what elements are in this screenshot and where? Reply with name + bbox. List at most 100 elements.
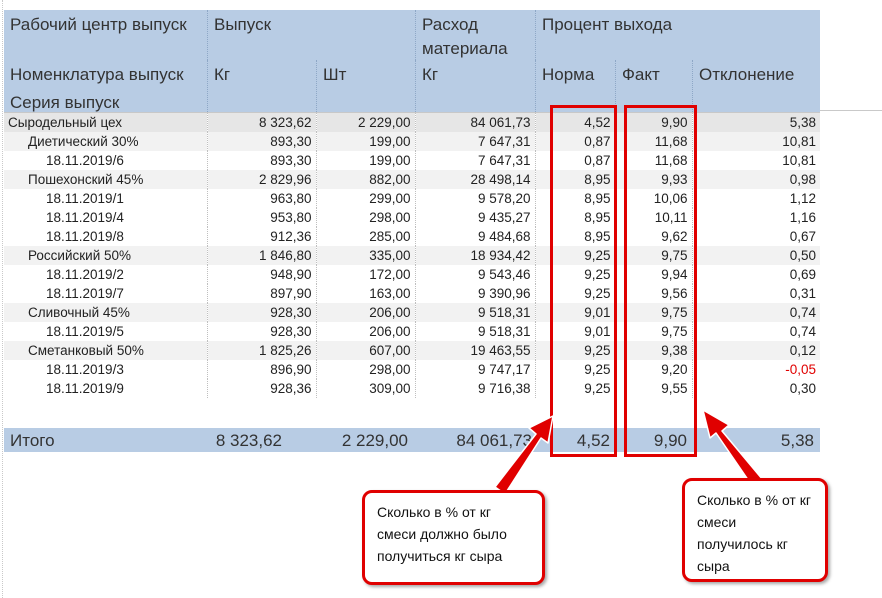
row-material[interactable]: 9 747,17 (414, 360, 535, 379)
row-kg[interactable]: 893,30 (206, 132, 316, 151)
row-fact[interactable]: 9,93 (614, 170, 692, 189)
row-material[interactable]: 9 716,38 (414, 379, 535, 398)
row-fact[interactable]: 9,94 (614, 265, 692, 284)
header-fact[interactable]: Факт (615, 60, 692, 112)
row-name[interactable]: Пошехонский 45% (4, 170, 207, 189)
row-pcs[interactable]: 206,00 (315, 322, 415, 341)
row-material[interactable]: 9 543,46 (414, 265, 535, 284)
table-row[interactable]: Пошехонский 45% 2 829,96 882,00 28 498,14 8,… (4, 170, 820, 189)
row-deviation[interactable]: 5,38 (691, 112, 820, 132)
table-row[interactable]: Российский 50% 1 846,80 335,00 18 934,42 9,2… (4, 246, 820, 265)
row-fact[interactable]: 10,06 (614, 189, 692, 208)
row-fact[interactable]: 9,75 (614, 246, 692, 265)
row-pcs[interactable]: 335,00 (315, 246, 415, 265)
row-fact[interactable]: 9,75 (614, 303, 692, 322)
row-norm[interactable]: 9,25 (534, 284, 615, 303)
row-pcs[interactable]: 298,00 (315, 360, 415, 379)
row-fact[interactable]: 9,55 (614, 379, 692, 398)
header-series[interactable]: Серия выпуск (4, 88, 207, 112)
row-deviation[interactable]: 1,12 (691, 189, 820, 208)
row-kg[interactable]: 897,90 (206, 284, 316, 303)
row-norm[interactable]: 9,25 (534, 246, 615, 265)
table-row[interactable]: 18.11.2019/7 897,90 163,00 9 390,96 9,25 9,56… (4, 284, 820, 303)
row-pcs[interactable]: 2 229,00 (315, 112, 415, 132)
row-deviation[interactable]: 1,16 (691, 208, 820, 227)
row-deviation[interactable]: 0,98 (691, 170, 820, 189)
table-row[interactable]: 18.11.2019/6 893,30 199,00 7 647,31 0,87 11,6… (4, 151, 820, 170)
table-row[interactable]: Диетический 30% 893,30 199,00 7 647,31 0,87 1… (4, 132, 820, 151)
row-kg[interactable]: 963,80 (206, 189, 316, 208)
row-fact[interactable]: 11,68 (614, 132, 692, 151)
table-row[interactable]: 18.11.2019/5 928,30 206,00 9 518,31 9,01 9,75… (4, 322, 820, 341)
row-norm[interactable]: 9,25 (534, 379, 615, 398)
row-fact[interactable]: 9,38 (614, 341, 692, 360)
row-pcs[interactable]: 309,00 (315, 379, 415, 398)
row-kg[interactable]: 948,90 (206, 265, 316, 284)
row-kg[interactable]: 893,30 (206, 151, 316, 170)
row-norm[interactable]: 9,01 (534, 303, 615, 322)
row-kg[interactable]: 1 825,26 (206, 341, 316, 360)
row-kg[interactable]: 953,80 (206, 208, 316, 227)
row-norm[interactable]: 8,95 (534, 189, 615, 208)
row-pcs[interactable]: 163,00 (315, 284, 415, 303)
row-material[interactable]: 84 061,73 (414, 112, 535, 132)
row-norm[interactable]: 0,87 (534, 132, 615, 151)
row-deviation[interactable]: 0,30 (691, 379, 820, 398)
header-material-kg[interactable]: Кг (415, 60, 535, 112)
header-nomenclature[interactable]: Номенклатура выпуск (4, 60, 207, 88)
row-name[interactable]: 18.11.2019/8 (4, 227, 207, 246)
row-deviation[interactable]: 0,74 (691, 322, 820, 341)
row-norm[interactable]: 0,87 (534, 151, 615, 170)
row-name[interactable]: 18.11.2019/7 (4, 284, 207, 303)
row-deviation[interactable]: -0,05 (691, 360, 820, 379)
row-material[interactable]: 9 518,31 (414, 303, 535, 322)
table-row[interactable]: 18.11.2019/2 948,90 172,00 9 543,46 9,25 9,94… (4, 265, 820, 284)
row-norm[interactable]: 8,95 (534, 208, 615, 227)
row-name[interactable]: Сметанковый 50% (4, 341, 207, 360)
row-material[interactable]: 7 647,31 (414, 151, 535, 170)
header-output[interactable]: Выпуск (207, 10, 415, 60)
header-yield[interactable]: Процент выхода (535, 10, 820, 60)
table-row[interactable]: Сыродельный цех 8 323,62 2 229,00 84 061,73… (4, 112, 820, 132)
row-pcs[interactable]: 882,00 (315, 170, 415, 189)
row-kg[interactable]: 928,30 (206, 303, 316, 322)
table-row[interactable]: 18.11.2019/8 912,36 285,00 9 484,68 8,95 9,62… (4, 227, 820, 246)
row-fact[interactable]: 9,20 (614, 360, 692, 379)
row-deviation[interactable]: 0,69 (691, 265, 820, 284)
table-row[interactable]: Сливочный 45% 928,30 206,00 9 518,31 9,01 9,7… (4, 303, 820, 322)
row-material[interactable]: 19 463,55 (414, 341, 535, 360)
row-kg[interactable]: 2 829,96 (206, 170, 316, 189)
table-row[interactable]: 18.11.2019/1 963,80 299,00 9 578,20 8,95 10,0… (4, 189, 820, 208)
row-norm[interactable]: 8,95 (534, 227, 615, 246)
row-kg[interactable]: 896,90 (206, 360, 316, 379)
row-pcs[interactable]: 298,00 (315, 208, 415, 227)
row-deviation[interactable]: 0,74 (691, 303, 820, 322)
row-name[interactable]: 18.11.2019/6 (4, 151, 207, 170)
row-pcs[interactable]: 285,00 (315, 227, 415, 246)
row-material[interactable]: 9 484,68 (414, 227, 535, 246)
row-name[interactable]: 18.11.2019/5 (4, 322, 207, 341)
row-norm[interactable]: 9,25 (534, 341, 615, 360)
row-name[interactable]: 18.11.2019/4 (4, 208, 207, 227)
row-deviation[interactable]: 0,12 (691, 341, 820, 360)
row-name[interactable]: Сыродельный цех (4, 112, 207, 132)
row-name[interactable]: Российский 50% (4, 246, 207, 265)
table-row[interactable]: 18.11.2019/9 928,36 309,00 9 716,38 9,25 9,55… (4, 379, 820, 398)
row-name[interactable]: 18.11.2019/3 (4, 360, 207, 379)
row-name[interactable]: 18.11.2019/1 (4, 189, 207, 208)
row-norm[interactable]: 9,25 (534, 265, 615, 284)
row-name[interactable]: 18.11.2019/2 (4, 265, 207, 284)
header-pcs[interactable]: Шт (316, 60, 415, 112)
header-norm[interactable]: Норма (535, 60, 615, 112)
row-name[interactable]: Сливочный 45% (4, 303, 207, 322)
row-kg[interactable]: 928,30 (206, 322, 316, 341)
row-kg[interactable]: 1 846,80 (206, 246, 316, 265)
row-name[interactable]: 18.11.2019/9 (4, 379, 207, 398)
row-pcs[interactable]: 172,00 (315, 265, 415, 284)
row-material[interactable]: 9 518,31 (414, 322, 535, 341)
row-material[interactable]: 7 647,31 (414, 132, 535, 151)
row-kg[interactable]: 8 323,62 (206, 112, 316, 132)
row-material[interactable]: 18 934,42 (414, 246, 535, 265)
row-norm[interactable]: 8,95 (534, 170, 615, 189)
row-norm[interactable]: 9,25 (534, 360, 615, 379)
